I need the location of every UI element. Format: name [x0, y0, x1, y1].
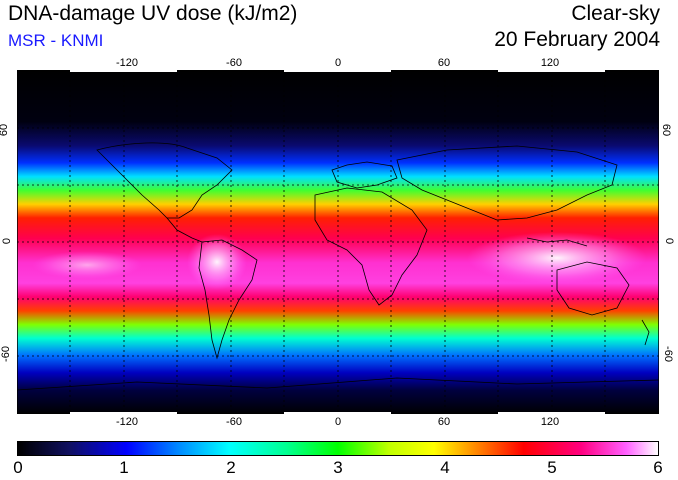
lon-tick-bottom: 120: [540, 416, 560, 428]
chart-title: DNA-damage UV dose (kJ/m2): [8, 2, 298, 25]
colorbar-label: 6: [653, 458, 663, 477]
colorbar-label: 4: [440, 458, 450, 477]
hotspot-south-america: [187, 234, 247, 290]
lat-tick-right: -60: [661, 346, 674, 362]
lat-tick-left: 60: [0, 123, 11, 137]
colorbar-label: 1: [119, 458, 129, 477]
australia-coast: [556, 261, 630, 316]
colorbar-label: 2: [226, 458, 236, 477]
lat-tick-right: 60: [660, 123, 673, 137]
lat-tick-left: -60: [0, 346, 12, 362]
lon-tick-top: 120: [540, 57, 560, 69]
hotspot-pacific: [32, 251, 142, 279]
lon-tick-top: 60: [437, 57, 451, 69]
lon-tick-bottom: 60: [437, 416, 451, 428]
colorbar-label: 3: [333, 458, 343, 477]
colorbar: [17, 441, 659, 456]
source-label: MSR - KNMI: [8, 31, 104, 50]
coastlines: [17, 142, 659, 391]
lon-tick-bottom: 0: [334, 416, 342, 428]
uv-dose-map: [17, 70, 659, 414]
indonesia-coast: [526, 237, 588, 247]
lat-tick-right: 0: [663, 237, 676, 245]
central-america-coast: [166, 217, 203, 243]
antarctica-coast: [17, 377, 659, 391]
lon-tick-top: 0: [334, 57, 342, 69]
sky-condition-label: Clear-sky: [571, 2, 660, 25]
africa-coast: [314, 187, 428, 306]
lon-tick-top: -60: [226, 57, 242, 69]
colorbar-label: 5: [547, 458, 557, 477]
graticule: [17, 70, 659, 414]
south-america-coast: [198, 239, 258, 360]
lon-tick-top: -120: [115, 57, 139, 69]
colorbar-label: 0: [13, 458, 23, 477]
lat-tick-left: 0: [1, 237, 14, 245]
lon-tick-bottom: -60: [226, 416, 242, 428]
new-zealand-coast: [641, 319, 650, 346]
map-border: [17, 70, 659, 414]
lon-tick-bottom: -120: [115, 416, 139, 428]
date-label: 20 February 2004: [494, 28, 660, 51]
north-america-coast: [96, 142, 233, 219]
europe-coast: [331, 161, 398, 189]
asia-coast: [396, 145, 618, 221]
hotspot-australia-pacific: [467, 232, 647, 284]
map-canvas: [17, 70, 659, 414]
